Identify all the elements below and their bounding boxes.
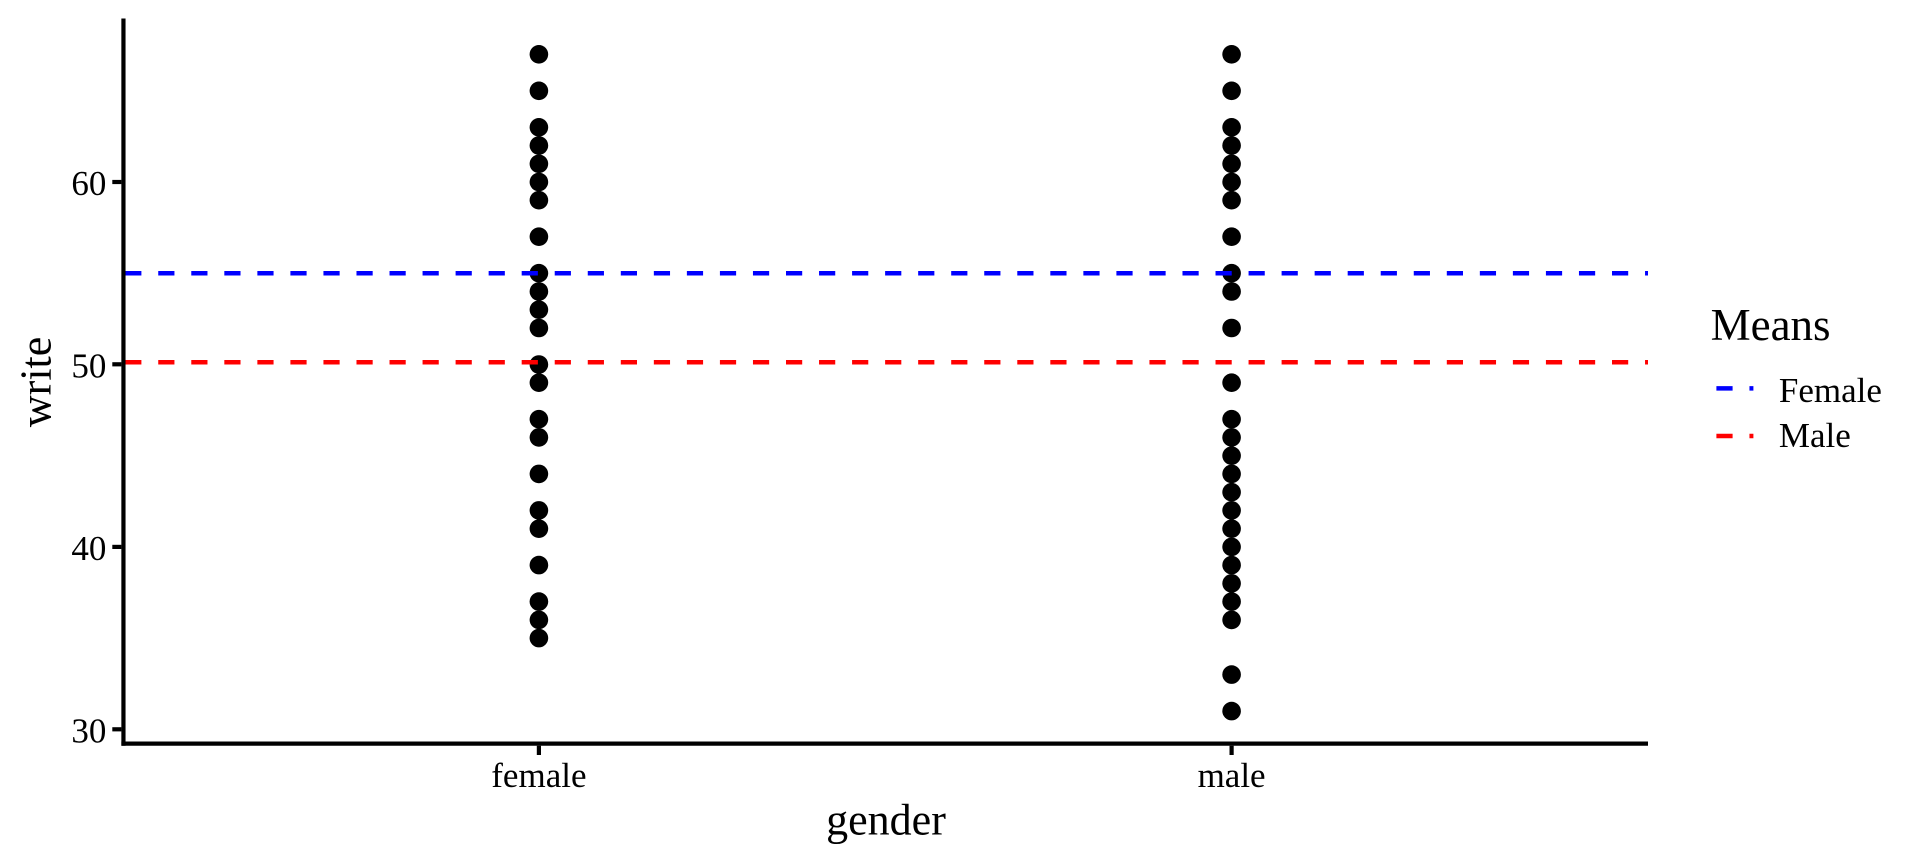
svg-text:60: 60: [71, 164, 106, 203]
svg-text:female: female: [491, 756, 586, 795]
svg-text:write: write: [12, 337, 61, 427]
svg-text:Means: Means: [1711, 300, 1831, 350]
svg-text:male: male: [1198, 756, 1266, 795]
svg-text:Female: Female: [1779, 371, 1882, 410]
svg-text:50: 50: [71, 346, 106, 385]
svg-text:40: 40: [71, 529, 106, 568]
svg-text:Male: Male: [1779, 416, 1851, 455]
svg-text:30: 30: [71, 711, 106, 750]
svg-text:gender: gender: [826, 796, 946, 845]
